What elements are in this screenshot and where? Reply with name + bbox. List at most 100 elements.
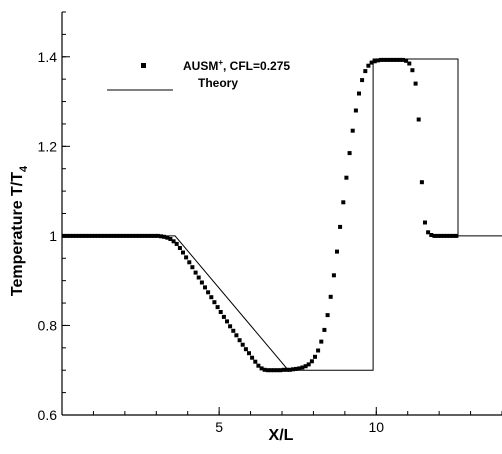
ausm-data-point xyxy=(259,366,264,371)
ausm-data-point xyxy=(215,305,220,310)
ausm-data-point xyxy=(435,233,440,238)
ausm-data-point xyxy=(111,233,116,238)
ausm-data-point xyxy=(256,363,261,368)
y-axis: 0.6 0.8 1 1.2 1.4 Temperature T/T4 xyxy=(9,11,70,423)
ausm-data-point xyxy=(86,233,91,238)
ausm-data-point xyxy=(397,57,402,62)
ausm-data-point xyxy=(325,313,330,318)
ausm-data-point xyxy=(127,233,132,238)
legend: AUSM+, CFL=0.275 Theory xyxy=(107,58,290,91)
ausm-data-point xyxy=(130,233,135,238)
theory-line xyxy=(62,58,502,371)
ausm-data-point xyxy=(115,233,119,238)
ausm-data-point xyxy=(250,355,255,360)
ausm-data-point xyxy=(366,63,371,68)
ausm-data-point xyxy=(309,359,314,364)
ausm-data-point xyxy=(168,237,173,241)
ausm-data-point xyxy=(350,128,355,133)
ausm-data-point xyxy=(322,327,327,332)
ausm-data-point xyxy=(404,58,409,63)
ausm-data-point xyxy=(335,249,339,254)
ausm-data-point xyxy=(228,324,233,329)
x-ticks: 5 10 xyxy=(92,407,502,435)
ausm-data-point xyxy=(287,367,292,372)
ausm-data-point xyxy=(410,68,415,73)
ausm-data-point xyxy=(300,365,305,370)
ausm-data-point xyxy=(199,280,204,285)
ausm-data-point xyxy=(316,348,321,353)
ausm-data-point xyxy=(319,339,324,344)
ausm-data-point xyxy=(438,233,443,238)
y-axis-title: Temperature T/T4 xyxy=(9,165,30,296)
ausm-data-point xyxy=(83,233,88,238)
ausm-data-point xyxy=(369,60,374,65)
ausm-data-point xyxy=(284,367,289,372)
ausm-data-point xyxy=(124,233,129,238)
ausm-data-point xyxy=(247,351,251,356)
ausm-data-point xyxy=(209,295,214,300)
y-tick-label: 1.4 xyxy=(38,49,58,65)
ausm-data-point xyxy=(413,81,418,86)
ausm-data-point xyxy=(281,367,286,372)
x-tick-label: 5 xyxy=(215,419,223,435)
ausm-data-point xyxy=(372,59,377,64)
legend-label-ausm-superscript: + xyxy=(218,58,223,67)
ausm-data-point xyxy=(231,328,236,333)
ausm-data-point xyxy=(272,368,277,373)
ausm-data-point xyxy=(196,275,201,280)
ausm-data-point xyxy=(152,233,157,238)
legend-label-ausm-main: AUSM xyxy=(183,59,218,73)
ausm-data-point xyxy=(269,368,273,373)
ausm-data-point xyxy=(265,368,270,373)
y-axis-title-main: Temperature T/T xyxy=(9,172,26,296)
ausm-data-point xyxy=(401,57,405,62)
ausm-data-point xyxy=(177,246,182,250)
ausm-data-point xyxy=(429,233,434,237)
ausm-data-point xyxy=(291,367,295,372)
ausm-data-point xyxy=(102,233,107,238)
ausm-data-point xyxy=(203,285,207,290)
ausm-data-point xyxy=(80,233,85,238)
ausm-data-point xyxy=(306,362,311,367)
ausm-data-point xyxy=(137,233,141,238)
ausm-data-point xyxy=(96,233,101,238)
ausm-data-point xyxy=(174,241,179,246)
ausm-data-point xyxy=(165,235,170,240)
x-axis-title: X/L xyxy=(269,427,294,444)
ausm-data-point xyxy=(341,200,346,205)
ausm-data-point xyxy=(344,175,349,180)
ausm-data-point xyxy=(221,314,226,319)
x-tick-label: 10 xyxy=(368,419,384,435)
ausm-data-point xyxy=(379,57,383,62)
ausm-data-point xyxy=(432,233,437,238)
ausm-data-point xyxy=(278,368,283,373)
ausm-data-point xyxy=(328,294,333,299)
plot-area xyxy=(61,57,502,373)
ausm-data-point xyxy=(448,233,453,238)
ausm-data-point xyxy=(375,58,380,63)
ausm-data-point xyxy=(262,367,267,372)
ausm-data-point xyxy=(275,368,280,373)
ausm-data-point xyxy=(407,61,412,66)
ausm-data-point xyxy=(441,233,446,238)
ausm-data-point xyxy=(243,347,248,352)
ausm-data-point xyxy=(426,230,431,235)
y-tick-label: 0.6 xyxy=(38,407,58,423)
ausm-data-point xyxy=(240,342,245,347)
ausm-data-point xyxy=(391,57,396,62)
ausm-data-point xyxy=(237,338,242,343)
ausm-data-point xyxy=(133,233,138,238)
ausm-data-point xyxy=(218,310,223,314)
legend-label-theory: Theory xyxy=(198,76,238,90)
ausm-data-point xyxy=(388,57,393,62)
ausm-data-point xyxy=(155,233,160,238)
ausm-data-point xyxy=(71,233,75,238)
ausm-data-point xyxy=(108,233,113,238)
legend-marker-ausm xyxy=(141,63,146,68)
ausm-data-point xyxy=(187,260,192,265)
ausm-data-point xyxy=(347,151,352,156)
ausm-data-point xyxy=(159,234,163,239)
ausm-data-point xyxy=(416,117,421,122)
ausm-data-point xyxy=(297,366,302,371)
